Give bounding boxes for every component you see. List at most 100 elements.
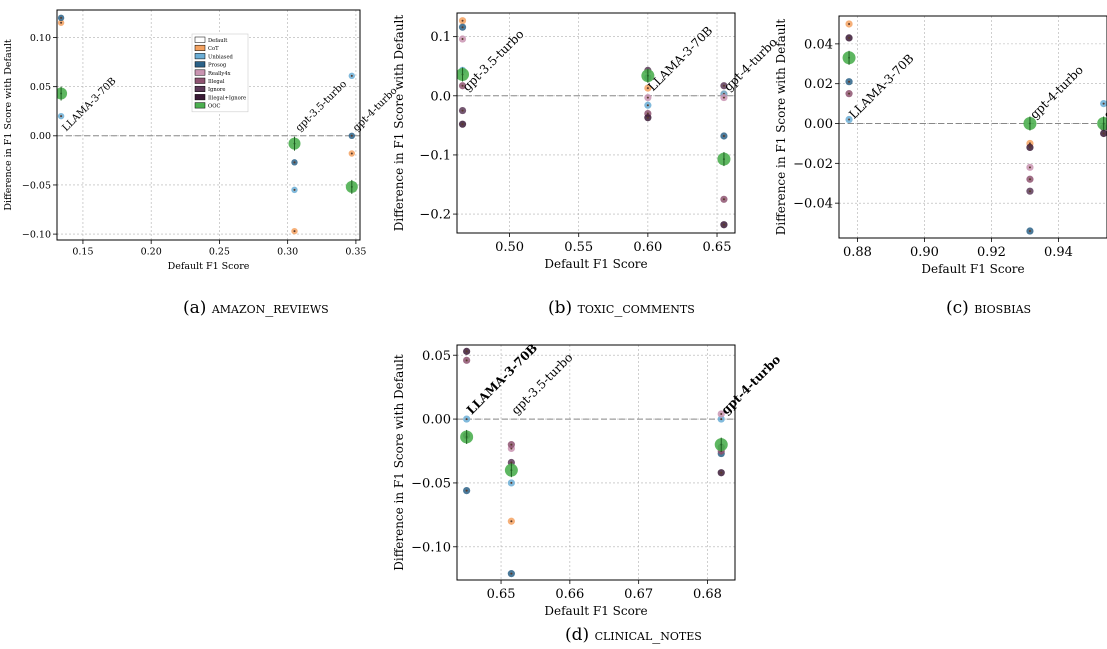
model-annotation: gpt-4-turbo [1027, 63, 1086, 122]
point-center-really4x [461, 38, 464, 41]
legend: Default CoT Unbiased Prosog Really4x Illegal I… [191, 33, 249, 113]
point-center-illegal [461, 84, 464, 87]
x-tick-label: 0.50 [495, 240, 524, 255]
point-center-illegal [646, 112, 649, 115]
y-tick-label: 0.05 [30, 82, 51, 93]
legend-swatch-illegal [194, 77, 206, 84]
x-tick-label: 0.55 [564, 240, 593, 255]
x-tick-label: 0.94 [1044, 245, 1073, 260]
point-center-prosog [848, 80, 851, 83]
point-ooc [1097, 117, 1107, 131]
y-tick-label: −0.05 [411, 476, 451, 491]
y-axis-label: Difference in F1 Score with Default [392, 354, 406, 571]
subfigure-caption: (d) clinical_notes [565, 625, 702, 645]
y-tick-label: −0.10 [411, 540, 451, 555]
x-tick-label: 0.67 [624, 587, 653, 602]
point-center-unbiased [646, 104, 649, 107]
point-center-illegal-ignore [1028, 146, 1031, 149]
point-center-really4x [720, 412, 723, 415]
point-center-cot [461, 19, 464, 22]
point-center-unbiased [510, 481, 513, 484]
legend-swatch-unbiased [194, 53, 206, 60]
y-tick-label: −0.1 [419, 148, 451, 163]
y-tick-label: 0.04 [804, 37, 833, 52]
point-center-unbiased [1102, 102, 1105, 105]
legend-swatch-prosog [194, 61, 206, 68]
data-points [842, 20, 1107, 235]
point-center-illegal-ignore [722, 223, 725, 226]
captions: (a) amazon_reviews (b) toxic_comments (c) … [183, 298, 1031, 645]
model-annotation: gpt-4-turbo [718, 352, 783, 417]
point-center-unbiased [465, 418, 468, 421]
point-center-unbiased [350, 74, 353, 77]
x-axis-label: Default F1 Score [168, 261, 250, 272]
y-tick-label: 0.10 [30, 33, 51, 44]
legend-swatch-ooc [194, 102, 206, 109]
model-annotation: LLAMA-3-70B [60, 76, 118, 134]
y-tick-label: −0.02 [793, 157, 833, 172]
legend-label: CoT [208, 46, 219, 52]
y-axis-label: Difference in F1 Score with Default [392, 15, 406, 232]
point-center-illegal-ignore [848, 36, 851, 39]
model-annotation: gpt-4-turbo [721, 35, 780, 94]
point-center-illegal [510, 443, 513, 446]
subfigure-caption: (a) amazon_reviews [183, 298, 329, 318]
legend-label: Ignore [208, 87, 225, 93]
x-tick-label: 0.92 [977, 245, 1006, 260]
legend-label: Unbiased [208, 54, 234, 60]
point-center-prosog [293, 161, 296, 164]
point-center-unbiased [293, 188, 296, 191]
legend-label: Really4x [208, 71, 231, 77]
legend-label: Illegal+Ignore [208, 95, 246, 101]
point-center-illegal [848, 92, 851, 95]
point-center-cot [293, 230, 296, 233]
point-center-cot [646, 87, 649, 90]
y-tick-label: −0.10 [22, 229, 51, 240]
x-tick-label: 0.68 [693, 587, 722, 602]
y-tick-label: −0.04 [793, 197, 833, 212]
x-tick-label: 0.30 [277, 247, 298, 258]
axes-frame [56, 9, 361, 241]
legend-swatch-default [194, 36, 206, 43]
y-tick-label: −0.05 [22, 180, 51, 191]
point-center-really4x [1028, 166, 1031, 169]
y-tick-label: 0.1 [430, 30, 451, 45]
y-tick-label: 0.05 [422, 349, 451, 364]
point-center-ignore [1028, 190, 1031, 193]
y-axis-label: Difference in F1 Score with Default [3, 39, 14, 211]
data-points [460, 347, 728, 578]
point-center-illegal-ignore [720, 471, 723, 474]
x-tick-label: 0.88 [843, 245, 872, 260]
axes-frame [456, 344, 736, 581]
chart-panel-biosbias: 0.88 0.90 0.92 0.94 −0.04 −0.02 0.00 0.02 0.04 De… [774, 15, 1107, 276]
point-center-prosog [350, 134, 353, 137]
point-center-unbiased [60, 115, 63, 118]
point-center-unbiased [720, 418, 723, 421]
x-tick-label: 0.25 [209, 247, 230, 258]
x-tick-label: 0.15 [72, 247, 93, 258]
x-tick-label: 0.60 [633, 240, 662, 255]
point-center-prosog [722, 135, 725, 138]
point-center-cot [350, 152, 353, 155]
data-points [57, 14, 358, 235]
y-tick-label: −0.2 [419, 208, 451, 223]
x-axis-label: Default F1 Score [544, 257, 647, 271]
point-center-illegal [722, 198, 725, 201]
point-center-illegal-ignore [461, 123, 464, 126]
point-center-ignore [510, 461, 513, 464]
legend-swatch-illegal-ignore [194, 94, 206, 101]
chart-panel-toxic-comments: 0.50 0.55 0.60 0.65 −0.2 −0.1 0.0 0.1 Default F1… [392, 12, 780, 271]
axes-frame [456, 12, 736, 234]
legend-swatch-really4x [194, 69, 206, 76]
point-center-cot [60, 21, 63, 24]
subfigure-caption: (b) toxic_comments [548, 298, 695, 318]
model-annotation: gpt-3.5-turbo [460, 27, 527, 94]
point-center-cot [848, 22, 851, 25]
x-tick-label: 0.35 [345, 247, 366, 258]
x-axis-label: Default F1 Score [921, 262, 1024, 276]
model-annotation: LLAMA-3-70B [645, 24, 715, 94]
x-tick-label: 0.90 [910, 245, 939, 260]
y-tick-label: 0.02 [804, 77, 833, 92]
point-center-illegal-ignore [646, 116, 649, 119]
